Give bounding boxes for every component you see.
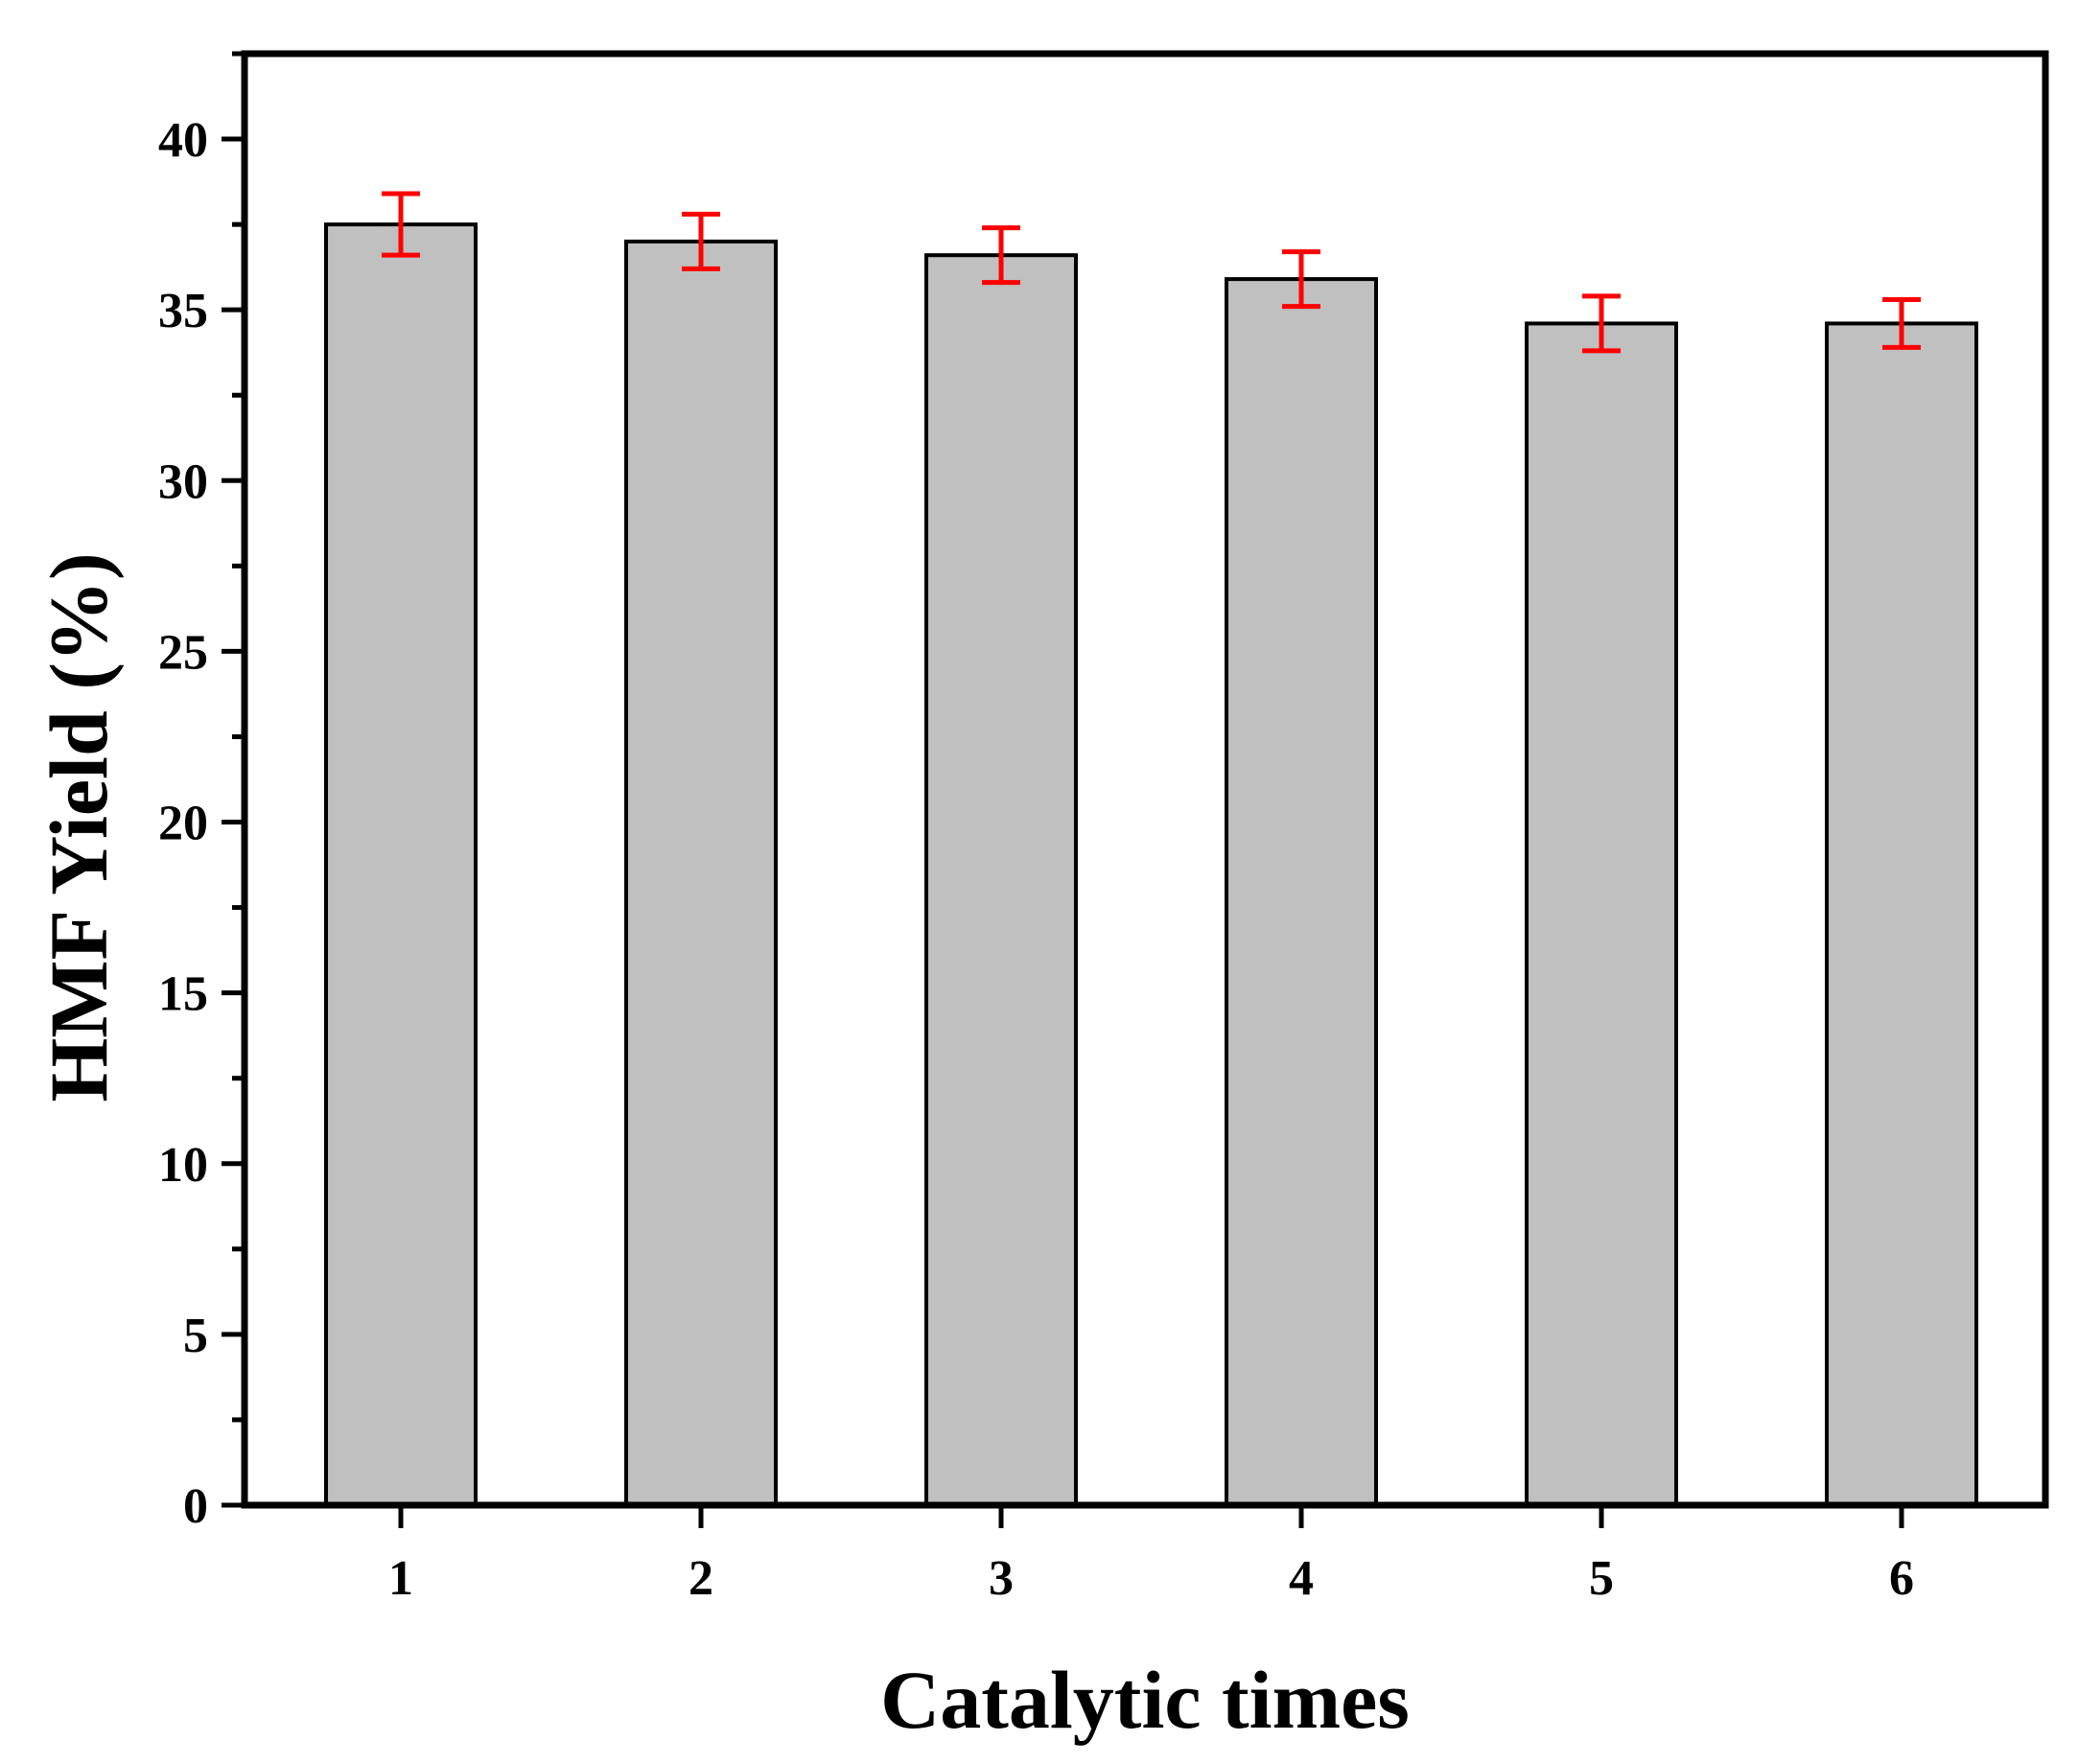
x-tick-label-1: 1 — [388, 1551, 413, 1606]
y-tick-label-40: 40 — [158, 113, 208, 168]
x-tick-label-3: 3 — [989, 1551, 1014, 1606]
error-bar-3 — [982, 225, 1020, 286]
error-bar-4 — [1282, 249, 1320, 310]
x-tick-label-2: 2 — [689, 1551, 713, 1606]
error-bar-2 — [682, 211, 720, 271]
x-tick-label-4: 4 — [1289, 1551, 1314, 1606]
bar-1 — [324, 222, 478, 1507]
bar-5 — [1525, 321, 1678, 1507]
bar-3 — [924, 253, 1078, 1507]
bars-layer — [324, 222, 1978, 1508]
y-axis-title: HMF Yield (%) — [33, 552, 125, 1102]
y-tick-label-35: 35 — [158, 284, 208, 338]
ticks-layer — [222, 51, 1904, 1528]
y-tick-label-15: 15 — [158, 967, 208, 1022]
error-bar-6 — [1882, 296, 1921, 350]
bar-2 — [624, 239, 778, 1507]
y-tick-label-30: 30 — [158, 454, 208, 509]
x-axis-title: Catalytic times — [880, 1654, 1410, 1746]
y-tick-label-10: 10 — [158, 1138, 208, 1193]
plot-frame — [241, 50, 2049, 1509]
bar-4 — [1225, 277, 1378, 1508]
y-tick-label-5: 5 — [183, 1309, 208, 1363]
bar-6 — [1825, 321, 1978, 1507]
y-tick-label-25: 25 — [158, 625, 208, 680]
error-bar-1 — [382, 191, 420, 258]
error-bar-5 — [1582, 293, 1621, 354]
x-tick-label-5: 5 — [1589, 1551, 1614, 1606]
y-tick-label-20: 20 — [158, 797, 208, 851]
tick-labels-layer: 1 2 3 4 5 6 0 5 10 15 20 25 30 35 40 — [158, 113, 1914, 1606]
error-bars-layer — [382, 191, 1921, 354]
y-tick-label-0: 0 — [183, 1479, 208, 1534]
x-tick-label-6: 6 — [1889, 1551, 1914, 1606]
